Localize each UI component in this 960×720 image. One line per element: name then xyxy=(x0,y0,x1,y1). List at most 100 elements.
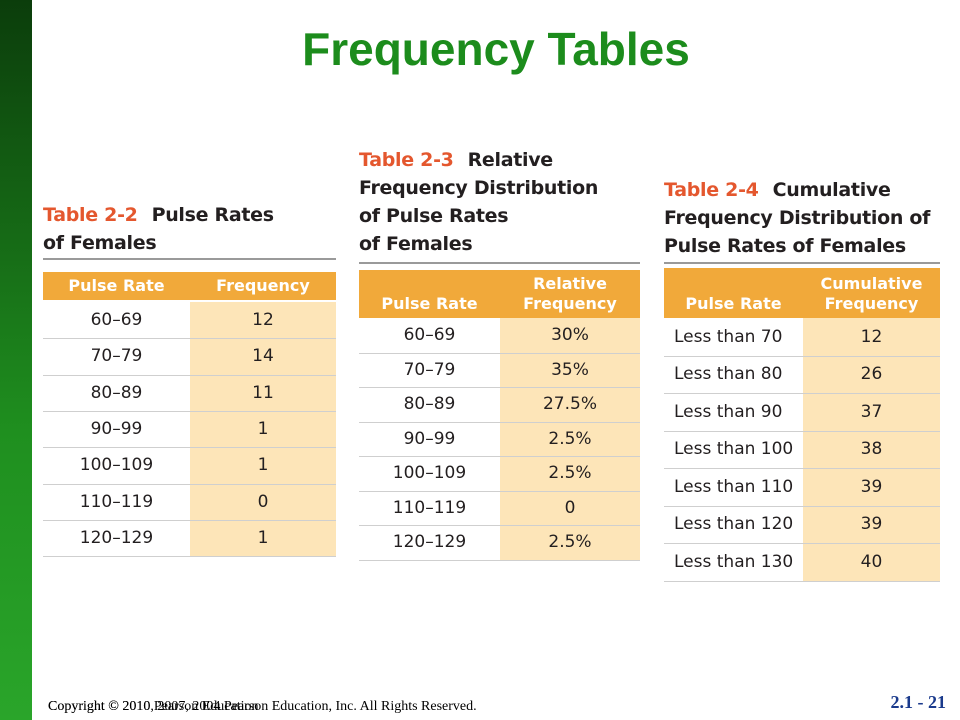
table-label: Table 2-4 xyxy=(664,179,759,201)
caption-line: Frequency Distribution of xyxy=(664,204,930,232)
range-cell: 120–129 xyxy=(392,532,467,553)
range-cell: Less than 130 xyxy=(674,551,794,572)
caption-line: of Females xyxy=(43,229,274,257)
range-cell: Less than 70 xyxy=(674,326,783,347)
caption-text: Pulse Rates xyxy=(151,204,275,226)
column-header: Cumulative Frequency xyxy=(820,274,923,313)
value-cell: 0 xyxy=(257,491,269,512)
caption-text: of Females xyxy=(359,233,473,255)
copyright-overlay: Copyright © 2010 Pearson Education xyxy=(48,699,259,714)
caption-text: Cumulative xyxy=(772,179,891,201)
row-line xyxy=(43,447,336,449)
header-bar xyxy=(664,268,940,318)
table-caption: Table 2-4 Cumulative Frequency Distributio… xyxy=(664,176,930,260)
value-cell: 1 xyxy=(257,527,269,548)
column-header: Frequency xyxy=(216,276,310,295)
row-line xyxy=(43,519,336,521)
value-cell: 14 xyxy=(252,346,274,367)
slide-title: Frequency Tables xyxy=(302,23,690,75)
row-line xyxy=(664,505,940,507)
caption-text: of Pulse Rates xyxy=(359,205,509,227)
caption-text: Frequency Distribution xyxy=(359,177,599,199)
row-line xyxy=(43,338,336,340)
row-line xyxy=(43,556,336,558)
caption-line: of Females xyxy=(359,230,598,258)
value-column-bg xyxy=(803,318,940,581)
column-header: Pulse Rate xyxy=(68,276,165,295)
caption-line: Table 2-2 Pulse Rates xyxy=(43,201,274,229)
caption-line: of Pulse Rates xyxy=(359,202,598,230)
value-cell: 11 xyxy=(252,382,274,403)
value-cell: 35% xyxy=(551,359,589,380)
value-cell: 40 xyxy=(860,551,883,572)
sidebar xyxy=(0,0,32,720)
row-line xyxy=(359,421,640,423)
range-cell: Less than 90 xyxy=(674,401,783,422)
row-line xyxy=(664,580,940,582)
row-line xyxy=(664,543,940,544)
row-line xyxy=(359,456,640,457)
copyright: Copyright © 2010, 2007, 2004 Pearson Edu… xyxy=(48,699,477,714)
value-cell: 2.5% xyxy=(548,532,592,553)
header-bar xyxy=(359,270,640,318)
value-cell: 27.5% xyxy=(542,394,597,415)
header-bar xyxy=(43,272,336,300)
value-cell: 39 xyxy=(860,514,883,535)
slide-number: 2.1 - 21 xyxy=(890,692,947,712)
row-line xyxy=(43,410,336,412)
value-cell: 12 xyxy=(860,326,883,347)
range-cell: Less than 100 xyxy=(674,439,794,460)
range-cell: 110–119 xyxy=(79,491,154,512)
range-cell: 60–69 xyxy=(90,310,143,331)
range-cell: Less than 80 xyxy=(674,364,783,385)
column-header: Relative Frequency xyxy=(523,274,617,313)
table-caption: Table 2-2 Pulse Rates of Females xyxy=(43,201,274,257)
row-line xyxy=(359,559,640,561)
row-line xyxy=(664,355,940,357)
caption-rule xyxy=(359,262,640,264)
caption-text: of Females xyxy=(43,232,157,254)
value-cell: 1 xyxy=(257,455,269,476)
caption-rule xyxy=(43,258,336,260)
row-line xyxy=(359,525,640,526)
value-cell: 26 xyxy=(860,364,883,385)
range-cell: 80–89 xyxy=(90,382,143,403)
range-cell: 100–109 xyxy=(79,455,154,476)
table-caption: Table 2-3 Relative Frequency Distribution o… xyxy=(359,146,598,258)
column-header: Pulse Rate xyxy=(685,294,782,313)
row-line xyxy=(359,387,640,388)
value-column-bg xyxy=(190,302,336,557)
table-label: Table 2-3 xyxy=(359,149,454,171)
caption-line: Frequency Distribution xyxy=(359,174,598,202)
row-line xyxy=(359,352,640,354)
value-cell: 2.5% xyxy=(548,428,592,449)
row-line xyxy=(664,393,940,394)
range-cell: 90–99 xyxy=(403,428,456,449)
caption-text: Frequency Distribution of xyxy=(664,207,931,229)
value-cell: 0 xyxy=(564,497,576,518)
caption-text: Relative xyxy=(467,149,554,171)
value-cell: 1 xyxy=(257,419,269,440)
range-cell: 80–89 xyxy=(403,394,456,415)
range-cell: 70–79 xyxy=(403,359,456,380)
caption-line: Table 2-3 Relative xyxy=(359,146,598,174)
value-column-bg xyxy=(500,318,640,560)
table-label: Table 2-2 xyxy=(43,204,138,226)
range-cell: 100–109 xyxy=(392,463,467,484)
value-cell: 38 xyxy=(860,439,883,460)
value-cell: 30% xyxy=(551,325,589,346)
row-line xyxy=(664,430,940,432)
caption-line: Pulse Rates of Females xyxy=(664,232,930,260)
row-line xyxy=(43,483,336,485)
caption-text: Pulse Rates of Females xyxy=(664,235,906,257)
value-cell: 2.5% xyxy=(548,463,592,484)
row-line xyxy=(664,468,940,469)
row-line xyxy=(43,374,336,376)
column-header: Pulse Rate xyxy=(381,294,478,313)
value-cell: 37 xyxy=(860,401,883,422)
range-cell: 120–129 xyxy=(79,527,154,548)
range-cell: Less than 120 xyxy=(674,514,794,535)
range-cell: 90–99 xyxy=(90,419,143,440)
value-cell: 12 xyxy=(252,310,274,331)
